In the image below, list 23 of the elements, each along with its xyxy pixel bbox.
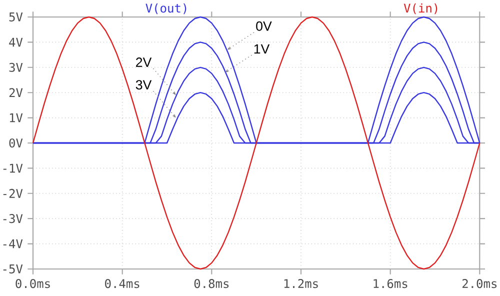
y-tick-label: 3V bbox=[9, 62, 23, 72]
y-tick-label: 2V bbox=[9, 88, 23, 98]
y-tick-label: -4V bbox=[3, 239, 23, 248]
x-tick-label: 0.0ms bbox=[16, 279, 50, 288]
annotation: 1V bbox=[254, 44, 270, 54]
x-tick-label: 2.0ms bbox=[462, 279, 497, 288]
text: V(in) bbox=[404, 3, 438, 14]
y-tick-label: 5V bbox=[9, 12, 23, 22]
x-tick-label: 1.6ms bbox=[374, 279, 408, 288]
y-tick-label: -2V bbox=[3, 188, 23, 198]
y-tick-label: -5V bbox=[3, 264, 23, 274]
x-tick-label: 0.4ms bbox=[105, 279, 140, 288]
x-tick-label: 1.2ms bbox=[284, 279, 318, 288]
y-tick-label: 4V bbox=[9, 38, 23, 47]
series-label: V(out) bbox=[146, 3, 186, 14]
y-tick-label: -3V bbox=[3, 214, 23, 224]
y-tick-label: 1V bbox=[10, 113, 23, 122]
y-tick-label: 0V bbox=[9, 138, 23, 148]
annotation: 0V bbox=[256, 21, 272, 31]
annotation: 3V bbox=[136, 80, 152, 90]
x-tick-label: 0.8ms bbox=[194, 279, 229, 288]
y-tick-label: -1V bbox=[3, 164, 23, 173]
annotation: 2V bbox=[136, 58, 152, 67]
